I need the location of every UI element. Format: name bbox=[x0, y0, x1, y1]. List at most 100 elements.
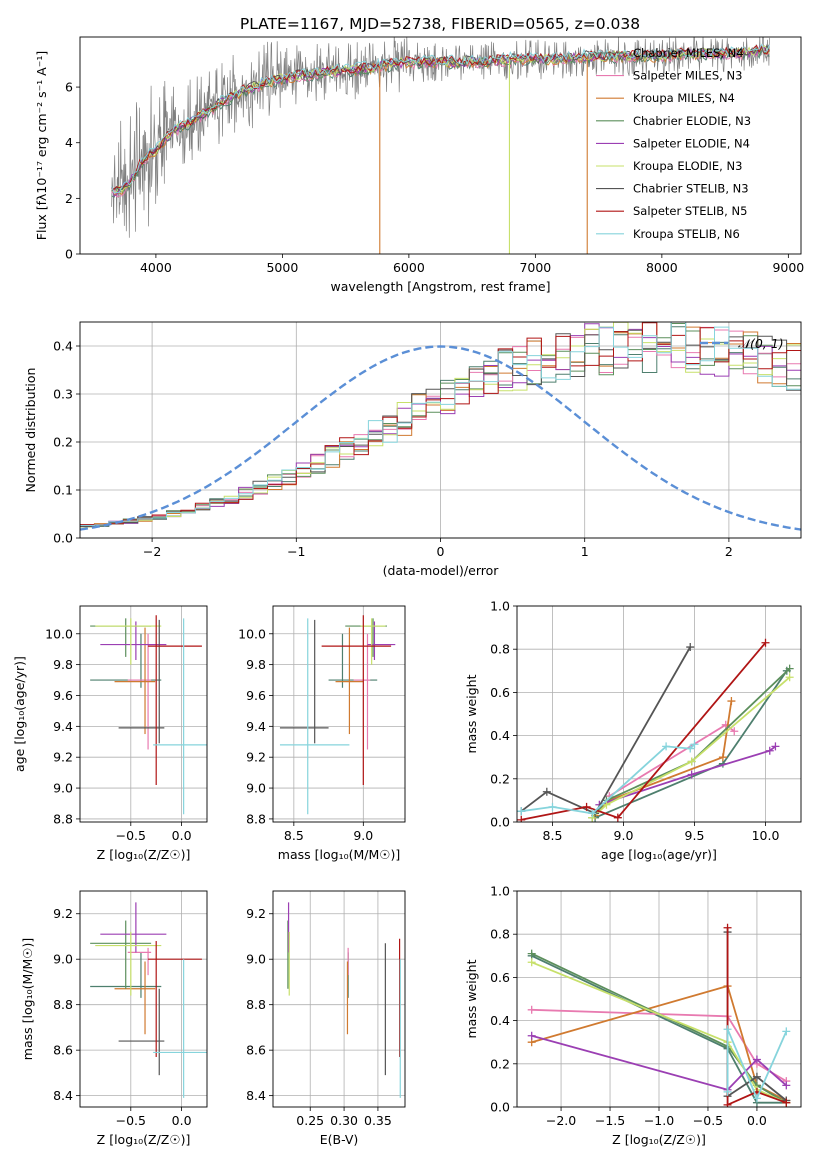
axes-frame bbox=[79, 321, 802, 539]
x-tick-label: 0.0 bbox=[747, 1113, 767, 1128]
x-tick-label: 1 bbox=[581, 544, 589, 559]
x-tick-label: 0.25 bbox=[296, 1113, 324, 1128]
plot-area bbox=[90, 615, 207, 815]
histogram-step bbox=[80, 322, 801, 526]
x-tick-label: −2.0 bbox=[546, 1113, 576, 1128]
y-tick-label: 9.4 bbox=[53, 719, 73, 734]
series-marker bbox=[687, 757, 696, 766]
y-tick-label: 9.0 bbox=[246, 952, 266, 967]
errorbar-point bbox=[153, 618, 207, 815]
series-marker bbox=[687, 770, 696, 779]
legend-entry: Kroupa STELIB, N6 bbox=[633, 227, 740, 241]
errorbar-point bbox=[114, 961, 156, 1035]
x-tick-label: 8000 bbox=[646, 260, 678, 275]
errorbar-point bbox=[153, 959, 207, 1098]
series-marker bbox=[752, 1055, 761, 1064]
errorbar-point bbox=[100, 621, 167, 660]
legend-entry: Chabrier STELIB, N3 bbox=[633, 182, 749, 196]
x-tick-label: −0.5 bbox=[693, 1113, 723, 1128]
y-tick-label: 1.0 bbox=[490, 599, 510, 614]
errorbar-point bbox=[148, 941, 202, 1057]
y-tick-label: 0.0 bbox=[490, 815, 510, 830]
series-marker bbox=[686, 643, 695, 652]
errorbar-point bbox=[90, 920, 152, 989]
y-tick-label: 4 bbox=[65, 135, 73, 150]
series-marker bbox=[785, 673, 794, 682]
age-vs-Z-panel: −0.5 0.0 8.8 9.0 9.2 9.4 9.6 9.8 10.0 Z [log₁₀(Z/… bbox=[12, 605, 208, 862]
series-line bbox=[723, 923, 791, 1107]
y-tick-label: 0.2 bbox=[53, 435, 73, 450]
x-axis-label: (data-model)/error bbox=[383, 563, 500, 578]
y-tick-label: 9.4 bbox=[246, 719, 266, 734]
legend-entry: Salpeter MILES, N3 bbox=[633, 69, 742, 83]
y-tick-label: 8.8 bbox=[53, 811, 73, 826]
model-spectrum-line bbox=[111, 44, 770, 190]
model-spectrum-line bbox=[111, 43, 770, 194]
y-tick-label: 8.4 bbox=[53, 1088, 73, 1103]
series-line bbox=[517, 643, 695, 818]
y-axis-label: Flux [fλ10⁻¹⁷ erg cm⁻² s⁻¹ A⁻¹] bbox=[34, 51, 49, 240]
legend-entry: 𝒩(0, 1) bbox=[738, 336, 784, 351]
errorbar-point bbox=[279, 619, 329, 744]
spectrum-title: PLATE=1167, MJD=52738, FIBERID=0565, z=0… bbox=[240, 15, 640, 33]
y-tick-label: 0.0 bbox=[53, 531, 73, 546]
weight-vs-Z-panel: −2.0 −1.5 −1.0 −0.5 0.0 0.0 0.2 0.4 0.6 0.8 1.0 Z [… bbox=[464, 884, 802, 1147]
series-marker bbox=[527, 949, 536, 958]
y-tick-label: 1.0 bbox=[490, 884, 510, 899]
model-spectrum-line bbox=[111, 45, 770, 194]
model-spectrum-line bbox=[111, 48, 770, 198]
y-tick-label: 0 bbox=[65, 247, 73, 262]
series-marker bbox=[730, 727, 739, 736]
y-tick-label: 9.8 bbox=[53, 657, 73, 672]
errorbar-point bbox=[353, 633, 371, 750]
series-marker bbox=[613, 813, 622, 822]
series-line bbox=[517, 740, 699, 818]
axes-frame bbox=[79, 605, 208, 823]
series-path bbox=[521, 743, 696, 815]
x-tick-label: 0.30 bbox=[330, 1113, 358, 1128]
histogram-step bbox=[80, 322, 801, 528]
age-vs-mass-panel: 8.5 9.0 8.8 9.0 9.2 9.4 9.6 9.8 10.0 mass [log₁₀(… bbox=[238, 605, 406, 862]
x-tick-label: 5000 bbox=[266, 260, 298, 275]
x-tick-label: 0.0 bbox=[172, 1113, 192, 1128]
errorbar-point bbox=[335, 627, 364, 735]
y-tick-label: 9.0 bbox=[246, 781, 266, 796]
series-marker bbox=[548, 802, 557, 811]
errorbar-point bbox=[90, 618, 152, 657]
x-tick-label: 8.5 bbox=[543, 828, 563, 843]
series-marker bbox=[527, 1005, 536, 1014]
errorbar-point bbox=[127, 947, 152, 976]
histogram-step bbox=[80, 322, 801, 528]
series-path bbox=[521, 642, 767, 821]
x-axis-label: wavelength [Angstrom, rest frame] bbox=[330, 279, 550, 294]
histogram-step bbox=[80, 322, 801, 526]
x-tick-label: 6000 bbox=[393, 260, 425, 275]
histogram-step bbox=[80, 326, 801, 528]
y-tick-label: 0.1 bbox=[53, 483, 73, 498]
legend-entry: Salpeter STELIB, N5 bbox=[633, 204, 747, 218]
x-tick-label: −0.5 bbox=[116, 1113, 146, 1128]
series-marker bbox=[723, 1100, 732, 1107]
errorbar-point bbox=[118, 988, 165, 1076]
y-tick-label: 8.6 bbox=[53, 1043, 73, 1058]
axes-frame bbox=[79, 890, 208, 1108]
x-tick-label: −1.5 bbox=[595, 1113, 625, 1128]
series-marker bbox=[782, 1098, 791, 1107]
y-tick-label: 0.4 bbox=[490, 728, 510, 743]
series-marker bbox=[752, 1072, 761, 1081]
axes-frame bbox=[272, 605, 406, 823]
y-axis-label: mass weight bbox=[464, 959, 479, 1038]
errorbar-point bbox=[279, 618, 350, 815]
x-tick-label: 0.0 bbox=[172, 828, 192, 843]
series-path bbox=[531, 1034, 787, 1091]
y-tick-label: 8.8 bbox=[246, 997, 266, 1012]
mass-vs-EBV-panel: 0.25 0.30 0.35 8.4 8.6 8.8 9.0 9.2 E(B-V) bbox=[246, 890, 406, 1147]
x-tick-label: 8.5 bbox=[284, 828, 304, 843]
y-tick-label: 0.8 bbox=[490, 927, 510, 942]
series-marker bbox=[517, 815, 526, 822]
series-marker bbox=[761, 638, 770, 647]
residuals-panel: −2 −1 0 1 2 0.0 0.1 0.2 0.3 0.4 (data-model)/error… bbox=[23, 321, 802, 578]
series-marker bbox=[527, 1031, 536, 1040]
plot-area bbox=[80, 322, 801, 531]
